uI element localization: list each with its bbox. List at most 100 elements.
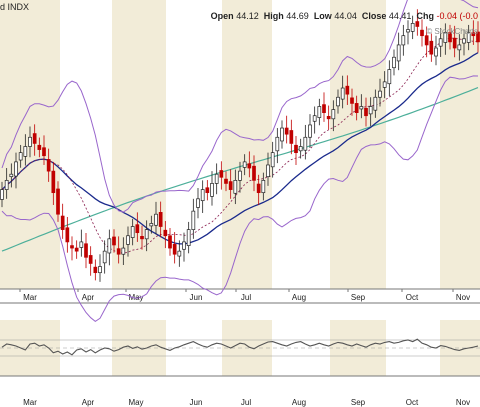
candle-body — [219, 170, 224, 178]
candle-body — [340, 87, 345, 100]
candle-body — [46, 159, 51, 172]
candle-body — [79, 241, 84, 248]
candle-body — [154, 213, 158, 226]
candle-body — [238, 170, 242, 181]
candle-body — [387, 69, 392, 85]
chg-value: -0.04 (-0.0 — [436, 11, 478, 21]
close-label: Close — [361, 11, 387, 21]
candle-body — [163, 229, 168, 237]
candle-body — [4, 180, 9, 190]
candle-body — [256, 183, 261, 194]
candle-body — [196, 198, 200, 208]
x-tick-label: Nov — [456, 293, 470, 302]
symbol-text: d INDX — [0, 2, 30, 12]
candle-body — [172, 244, 177, 255]
candle-body — [326, 115, 331, 120]
candle-body — [214, 173, 219, 184]
candle-body — [144, 229, 149, 240]
month-band — [222, 0, 272, 289]
candle-body — [224, 178, 228, 184]
candle-body — [294, 144, 298, 154]
x-tick-label: May — [128, 293, 143, 302]
candle-body — [420, 29, 424, 37]
candle-body — [32, 133, 37, 144]
watermark-text: © StockCharts — [426, 27, 478, 36]
close-value: 44.41 — [388, 11, 412, 21]
bollinger-lower — [1, 75, 479, 323]
candle-body — [98, 266, 102, 274]
chg-label: Chg — [416, 11, 434, 21]
candle-body — [354, 103, 359, 113]
x-tick-label-bottom: Aug — [292, 398, 306, 407]
indicator-line — [1, 338, 479, 356]
open-label: Open — [210, 11, 234, 21]
month-band — [440, 0, 480, 289]
candle-body — [182, 241, 186, 250]
x-tick-label-bottom: Mar — [23, 398, 37, 407]
candle-body — [233, 180, 238, 194]
candle-body — [266, 164, 270, 178]
candle-body — [158, 212, 163, 227]
month-band — [112, 0, 166, 289]
candle-body — [345, 85, 350, 95]
candle-body — [317, 106, 322, 118]
candle-body — [373, 96, 378, 111]
candle-body — [242, 161, 247, 168]
ma-short-line — [1, 37, 479, 254]
candle-body — [56, 188, 60, 215]
candle-body — [280, 127, 284, 142]
candle-body — [149, 223, 154, 227]
x-tick-label-bottom: Apr — [82, 398, 95, 407]
candle-body — [23, 146, 28, 157]
candle-body — [205, 187, 210, 194]
candle-body — [359, 106, 364, 110]
x-tick-label-bottom: May — [128, 398, 143, 407]
candle-body — [471, 32, 476, 37]
candle-body — [466, 32, 471, 43]
candle-body — [406, 29, 410, 33]
low-value: 44.04 — [334, 11, 357, 21]
candle-body — [135, 224, 140, 234]
ma-mid-line — [1, 52, 479, 245]
candle-body — [18, 152, 23, 161]
candle-body — [200, 189, 205, 202]
x-tick-label: Oct — [406, 293, 419, 302]
candle-body — [378, 90, 382, 98]
x-tick-label: Aug — [292, 293, 306, 302]
candle-body — [9, 173, 14, 178]
candle-body — [74, 247, 79, 252]
candle-body — [312, 115, 317, 122]
candle-body — [112, 236, 116, 246]
x-tick-label-bottom: Jun — [190, 398, 203, 407]
candle-body — [368, 106, 373, 115]
x-tick-label: Jul — [241, 293, 251, 302]
candle-body — [60, 215, 65, 230]
candle-body — [331, 109, 336, 120]
low-label: Low — [313, 11, 332, 21]
candle-body — [130, 226, 135, 238]
candle-body — [14, 161, 18, 177]
candle-body — [210, 183, 214, 197]
candle-body — [443, 32, 448, 43]
x-tick-label: Apr — [82, 293, 95, 302]
x-tick-label: Jun — [190, 293, 203, 302]
candle-body — [28, 136, 32, 147]
candle-body — [84, 243, 88, 258]
candle-body — [392, 56, 396, 69]
candle-body — [396, 44, 401, 62]
candle-body — [65, 227, 70, 243]
candle-body — [0, 189, 4, 200]
candle-body — [457, 44, 462, 51]
candle-body — [51, 170, 56, 194]
candle-body — [434, 47, 438, 57]
candle-body — [126, 235, 130, 245]
candle-body — [382, 81, 387, 88]
candle-body — [42, 147, 46, 157]
bollinger-upper — [1, 0, 479, 213]
x-tick-label-bottom: Jul — [241, 398, 251, 407]
candle-body — [298, 146, 303, 152]
candle-body — [93, 266, 98, 274]
candle-body — [284, 127, 289, 135]
candle-body — [424, 35, 429, 46]
